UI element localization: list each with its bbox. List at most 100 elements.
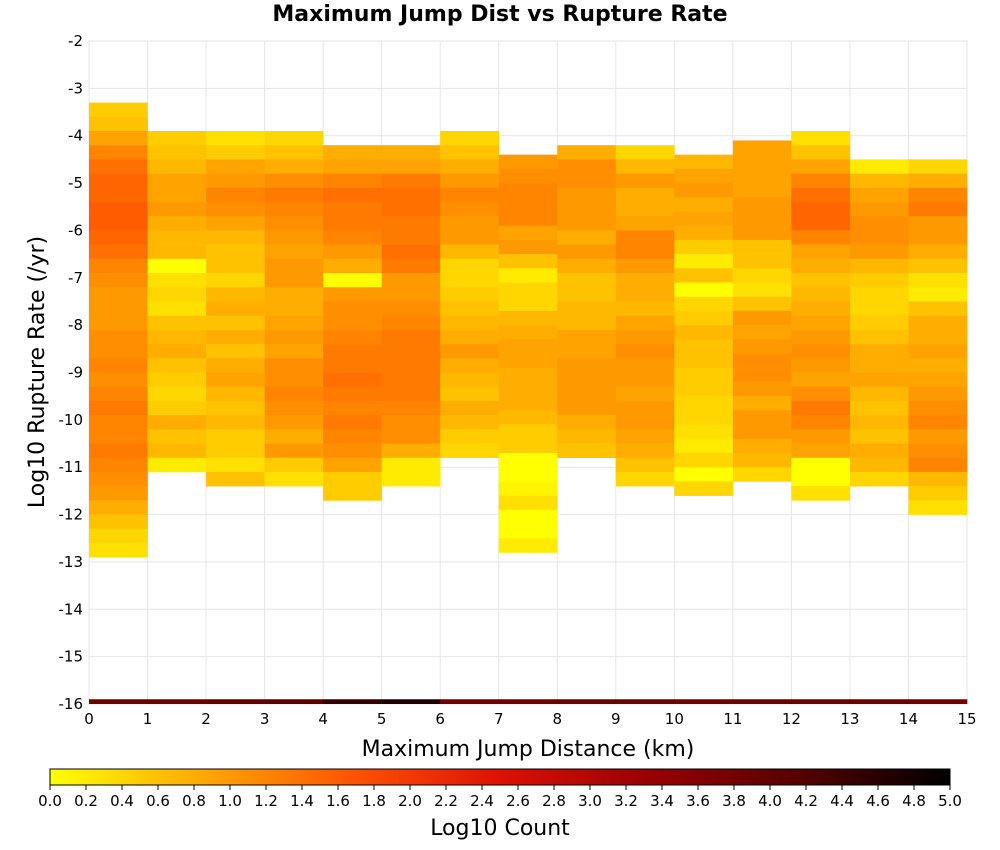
heatmap-cell (849, 429, 909, 444)
heatmap-cell (323, 244, 382, 260)
heatmap-cell (732, 325, 792, 340)
heatmap-cell (557, 230, 617, 245)
heatmap-cell (791, 216, 851, 231)
heatmap-cell (440, 699, 500, 704)
heatmap-cell (674, 268, 734, 283)
heatmap-cell (323, 230, 382, 245)
heatmap-cell (264, 287, 324, 302)
heatmap-cell (440, 344, 500, 359)
heatmap-cell (498, 538, 558, 553)
heatmap-cell (498, 381, 558, 397)
heatmap-cell (498, 239, 558, 255)
heatmap-cell (674, 699, 734, 704)
heatmap-cells (89, 102, 968, 704)
heatmap-cell (908, 457, 968, 473)
heatmap-cell (498, 509, 558, 525)
colorbar-ticks: 0.0 0.2 0.4 0.6 0.8 1.0 1.2 1.4 1.6 1.8 2.0 2.2 2.4 2… (38, 785, 962, 810)
heatmap-cell (557, 258, 617, 274)
heatmap-cell (89, 699, 148, 704)
heatmap-cell (323, 258, 382, 274)
heatmap-cell (849, 699, 909, 704)
heatmap-cell (732, 339, 792, 354)
heatmap-cell (849, 400, 909, 416)
colorbar (49, 768, 951, 786)
heatmap-cell (791, 287, 851, 302)
heatmap-cell (908, 315, 968, 331)
heatmap-cell (440, 415, 500, 430)
heatmap-cell (615, 301, 675, 316)
y-tick-label: -10 (59, 411, 84, 429)
heatmap-cell (147, 358, 207, 373)
x-tick-label: 14 (899, 710, 918, 728)
heatmap-cell (264, 173, 324, 189)
heatmap-cell (381, 159, 441, 174)
heatmap-cell (89, 145, 148, 160)
heatmap-cell (557, 145, 617, 160)
heatmap-cell (498, 699, 558, 704)
heatmap-cell (615, 173, 675, 189)
heatmap-cell (849, 244, 909, 260)
colorbar-tick-label: 4.4 (830, 792, 854, 810)
heatmap-cell (557, 344, 617, 359)
x-tick-label: 4 (318, 710, 328, 728)
heatmap-cell (381, 258, 441, 274)
heatmap-cell (440, 230, 500, 245)
heatmap-cell (264, 315, 324, 331)
heatmap-cell (440, 429, 500, 444)
heatmap-cell (908, 358, 968, 373)
heatmap-cell (440, 400, 500, 416)
heatmap-cell (498, 353, 558, 369)
heatmap-cell (557, 429, 617, 444)
heatmap-cell (89, 244, 148, 260)
heatmap-cell (264, 202, 324, 217)
heatmap-cell (264, 216, 324, 231)
heatmap-cell (323, 486, 382, 501)
heatmap-cell (381, 145, 441, 160)
heatmap-cell (147, 429, 207, 444)
heatmap-cell (615, 159, 675, 174)
heatmap-cell (732, 225, 792, 241)
y-tick-label: -6 (68, 221, 83, 239)
heatmap-cell (791, 244, 851, 260)
colorbar-tick-label: 3.4 (650, 792, 674, 810)
heatmap-cell (89, 386, 148, 402)
heatmap-cell (732, 239, 792, 255)
heatmap-cell (381, 358, 441, 373)
heatmap-cell (615, 443, 675, 459)
heatmap-cell (557, 315, 617, 331)
heatmap-cell (206, 457, 265, 473)
heatmap-cell (557, 187, 617, 203)
heatmap-cell (849, 358, 909, 373)
heatmap-cell (849, 329, 909, 345)
heatmap-cell (264, 457, 324, 473)
heatmap-cell (264, 372, 324, 388)
heatmap-cell (791, 315, 851, 331)
heatmap-cell (732, 367, 792, 383)
heatmap-cell (147, 457, 207, 473)
heatmap-cell (89, 528, 148, 544)
heatmap-cell (440, 329, 500, 345)
heatmap-cell (557, 159, 617, 174)
heatmap-cell (381, 230, 441, 245)
heatmap-cell (615, 699, 675, 704)
heatmap-cell (440, 273, 500, 288)
heatmap-cell (498, 467, 558, 482)
heatmap-cell (498, 524, 558, 539)
heatmap-cell (732, 197, 792, 212)
heatmap-cell (849, 457, 909, 473)
heatmap-cell (557, 386, 617, 402)
heatmap-cell (147, 230, 207, 245)
heatmap-cell (206, 315, 265, 331)
heatmap-cell (89, 415, 148, 430)
colorbar-tick-label: 4.2 (794, 792, 818, 810)
heatmap-cell (908, 258, 968, 274)
heatmap-cell (849, 415, 909, 430)
heatmap-cell (147, 344, 207, 359)
x-tick-label: 0 (84, 710, 94, 728)
heatmap-cell (89, 273, 148, 288)
heatmap-cell (908, 244, 968, 260)
heatmap-cell (674, 296, 734, 312)
heatmap-cell (440, 244, 500, 260)
heatmap-cell (557, 358, 617, 373)
heatmap-cell (206, 130, 265, 146)
